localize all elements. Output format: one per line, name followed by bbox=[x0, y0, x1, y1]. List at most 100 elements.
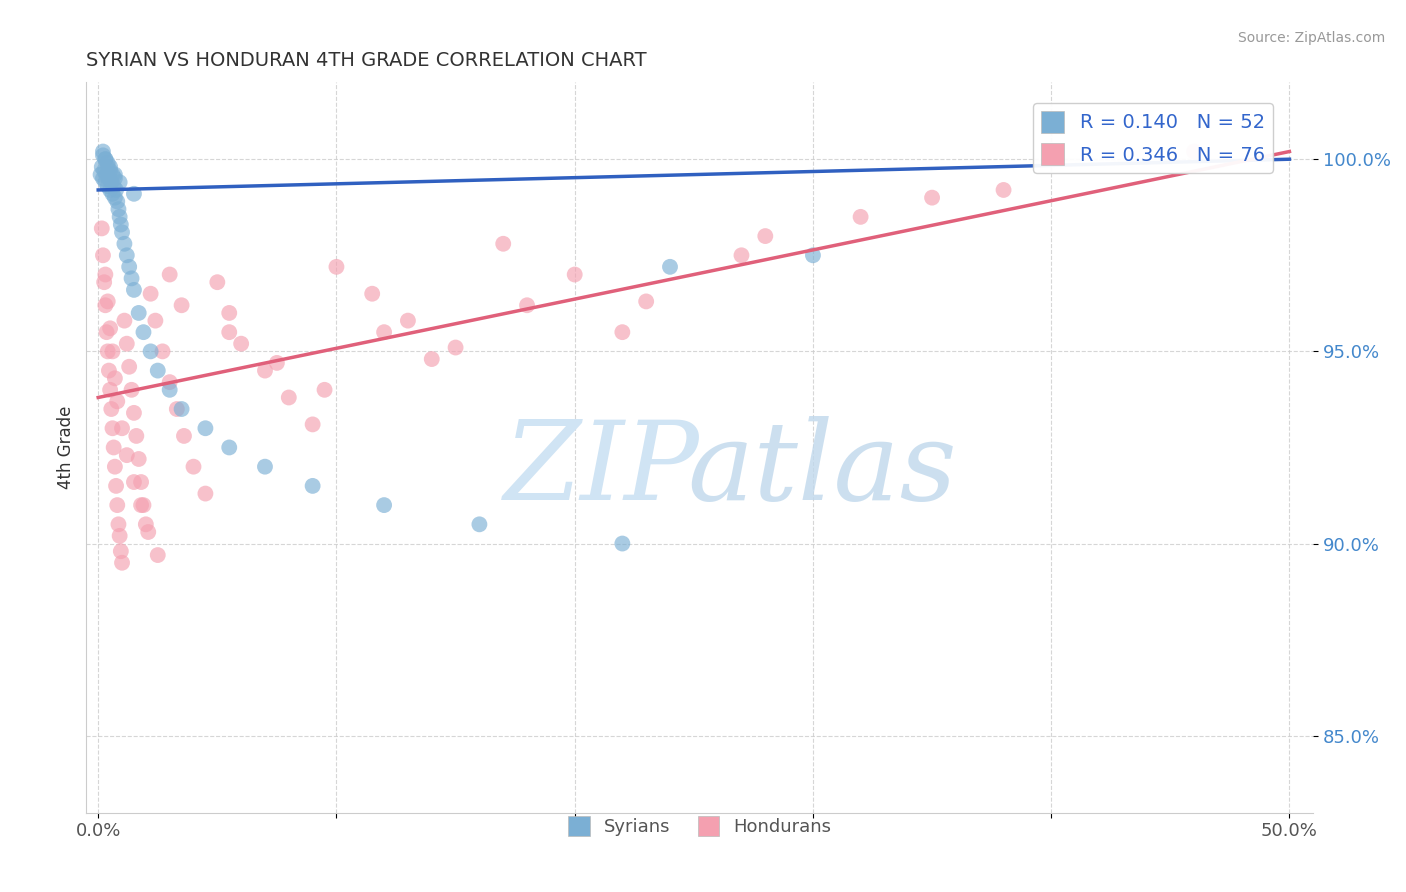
Point bbox=[101, 421, 124, 435]
Point bbox=[301, 479, 323, 493]
Point bbox=[420, 352, 443, 367]
Point bbox=[98, 383, 121, 397]
Point bbox=[98, 321, 121, 335]
Point bbox=[105, 479, 128, 493]
Point bbox=[125, 429, 148, 443]
Point bbox=[100, 402, 122, 417]
Point bbox=[136, 524, 159, 539]
Point bbox=[183, 459, 205, 474]
Text: SYRIAN VS HONDURAN 4TH GRADE CORRELATION CHART: SYRIAN VS HONDURAN 4TH GRADE CORRELATION… bbox=[86, 51, 647, 70]
Point bbox=[94, 152, 117, 166]
Point bbox=[128, 306, 150, 320]
Text: ZIP: ZIP bbox=[503, 416, 700, 523]
Point bbox=[122, 283, 145, 297]
Point bbox=[101, 186, 124, 201]
Point bbox=[636, 294, 658, 309]
Point bbox=[105, 183, 128, 197]
Point bbox=[146, 363, 169, 377]
Point bbox=[104, 191, 127, 205]
Point bbox=[101, 344, 124, 359]
Point bbox=[115, 336, 138, 351]
Point bbox=[132, 325, 155, 339]
Point bbox=[194, 486, 217, 500]
Point bbox=[145, 313, 167, 327]
Point bbox=[93, 163, 115, 178]
Point bbox=[754, 229, 776, 244]
Text: atlas: atlas bbox=[688, 416, 957, 523]
Point bbox=[132, 498, 155, 512]
Point bbox=[90, 160, 112, 174]
Point bbox=[97, 363, 120, 377]
Point bbox=[105, 498, 128, 512]
Point bbox=[159, 375, 181, 389]
Point bbox=[104, 371, 127, 385]
Point bbox=[218, 306, 240, 320]
Point bbox=[108, 529, 131, 543]
Point bbox=[139, 286, 162, 301]
Point bbox=[801, 248, 824, 262]
Point bbox=[730, 248, 752, 262]
Point bbox=[110, 218, 132, 232]
Point bbox=[152, 344, 174, 359]
Point bbox=[104, 459, 127, 474]
Point bbox=[314, 383, 336, 397]
Point bbox=[253, 459, 276, 474]
Point bbox=[110, 544, 132, 558]
Point bbox=[218, 441, 240, 455]
Point bbox=[97, 179, 120, 194]
Point bbox=[492, 236, 515, 251]
Point bbox=[207, 275, 229, 289]
Point bbox=[115, 448, 138, 462]
Point bbox=[1182, 145, 1205, 159]
Point bbox=[129, 475, 152, 489]
Point bbox=[128, 452, 150, 467]
Point bbox=[98, 163, 121, 178]
Point bbox=[103, 179, 125, 194]
Point bbox=[111, 556, 134, 570]
Point bbox=[468, 517, 491, 532]
Point bbox=[105, 394, 128, 409]
Point bbox=[361, 286, 384, 301]
Point bbox=[118, 359, 141, 374]
Point bbox=[100, 175, 122, 189]
Point bbox=[97, 160, 120, 174]
Point bbox=[105, 194, 128, 209]
Point bbox=[373, 498, 395, 512]
Point bbox=[170, 402, 193, 417]
Point bbox=[97, 294, 120, 309]
Point bbox=[91, 145, 114, 159]
Point bbox=[301, 417, 323, 432]
Point bbox=[166, 402, 188, 417]
Point bbox=[139, 344, 162, 359]
Point bbox=[96, 168, 118, 182]
Point bbox=[108, 175, 131, 189]
Point bbox=[115, 248, 138, 262]
Point bbox=[97, 171, 120, 186]
Point bbox=[111, 225, 134, 239]
Point bbox=[107, 517, 129, 532]
Y-axis label: 4th Grade: 4th Grade bbox=[58, 406, 75, 489]
Point bbox=[90, 221, 112, 235]
Point bbox=[122, 475, 145, 489]
Point bbox=[97, 344, 120, 359]
Point bbox=[170, 298, 193, 312]
Point bbox=[104, 168, 127, 182]
Point bbox=[231, 336, 253, 351]
Point bbox=[112, 236, 135, 251]
Text: Source: ZipAtlas.com: Source: ZipAtlas.com bbox=[1237, 31, 1385, 45]
Point bbox=[612, 325, 634, 339]
Point bbox=[98, 183, 121, 197]
Point bbox=[253, 363, 276, 377]
Point bbox=[129, 498, 152, 512]
Point bbox=[104, 171, 127, 186]
Point bbox=[993, 183, 1015, 197]
Point bbox=[373, 325, 395, 339]
Point bbox=[108, 210, 131, 224]
Point bbox=[121, 383, 143, 397]
Point bbox=[849, 210, 872, 224]
Point bbox=[103, 441, 125, 455]
Point bbox=[921, 191, 943, 205]
Point bbox=[94, 175, 117, 189]
Point bbox=[111, 421, 134, 435]
Point bbox=[91, 248, 114, 262]
